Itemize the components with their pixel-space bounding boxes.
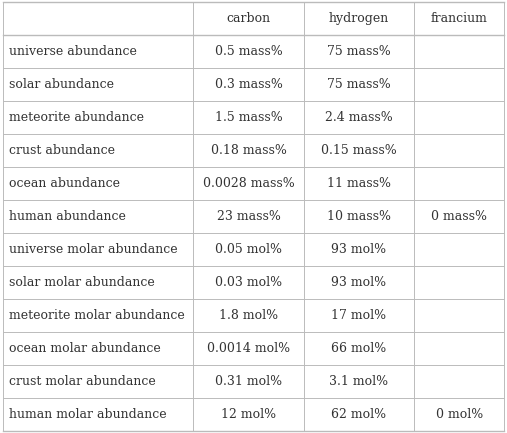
Text: ocean abundance: ocean abundance [9,177,120,190]
Text: 3.1 mol%: 3.1 mol% [330,375,388,388]
Text: 0.0028 mass%: 0.0028 mass% [203,177,295,190]
Text: 0.3 mass%: 0.3 mass% [214,78,282,91]
Text: crust molar abundance: crust molar abundance [9,375,155,388]
Text: 0.18 mass%: 0.18 mass% [210,144,286,157]
Text: 11 mass%: 11 mass% [327,177,391,190]
Text: 75 mass%: 75 mass% [327,78,391,91]
Text: 1.8 mol%: 1.8 mol% [219,309,278,322]
Text: human molar abundance: human molar abundance [9,408,166,421]
Text: 62 mol%: 62 mol% [332,408,386,421]
Text: ocean molar abundance: ocean molar abundance [9,342,160,355]
Text: 0.03 mol%: 0.03 mol% [215,276,282,289]
Text: francium: francium [431,12,488,25]
Text: 0.05 mol%: 0.05 mol% [215,243,282,256]
Text: 0.31 mol%: 0.31 mol% [215,375,282,388]
Text: human abundance: human abundance [9,210,126,223]
Text: universe abundance: universe abundance [9,45,136,58]
Text: 93 mol%: 93 mol% [332,276,386,289]
Text: solar abundance: solar abundance [9,78,114,91]
Text: 17 mol%: 17 mol% [332,309,386,322]
Text: 0.0014 mol%: 0.0014 mol% [207,342,290,355]
Text: crust abundance: crust abundance [9,144,115,157]
Text: 23 mass%: 23 mass% [216,210,280,223]
Text: hydrogen: hydrogen [329,12,389,25]
Text: solar molar abundance: solar molar abundance [9,276,154,289]
Text: 10 mass%: 10 mass% [327,210,391,223]
Text: carbon: carbon [227,12,271,25]
Text: 0.5 mass%: 0.5 mass% [214,45,282,58]
Text: 0 mol%: 0 mol% [436,408,483,421]
Text: 2.4 mass%: 2.4 mass% [325,111,393,124]
Text: universe molar abundance: universe molar abundance [9,243,177,256]
Text: 0.15 mass%: 0.15 mass% [321,144,397,157]
Text: meteorite abundance: meteorite abundance [9,111,143,124]
Text: 93 mol%: 93 mol% [332,243,386,256]
Text: 75 mass%: 75 mass% [327,45,391,58]
Text: 12 mol%: 12 mol% [221,408,276,421]
Text: meteorite molar abundance: meteorite molar abundance [9,309,185,322]
Text: 66 mol%: 66 mol% [331,342,386,355]
Text: 1.5 mass%: 1.5 mass% [214,111,282,124]
Text: 0 mass%: 0 mass% [431,210,487,223]
